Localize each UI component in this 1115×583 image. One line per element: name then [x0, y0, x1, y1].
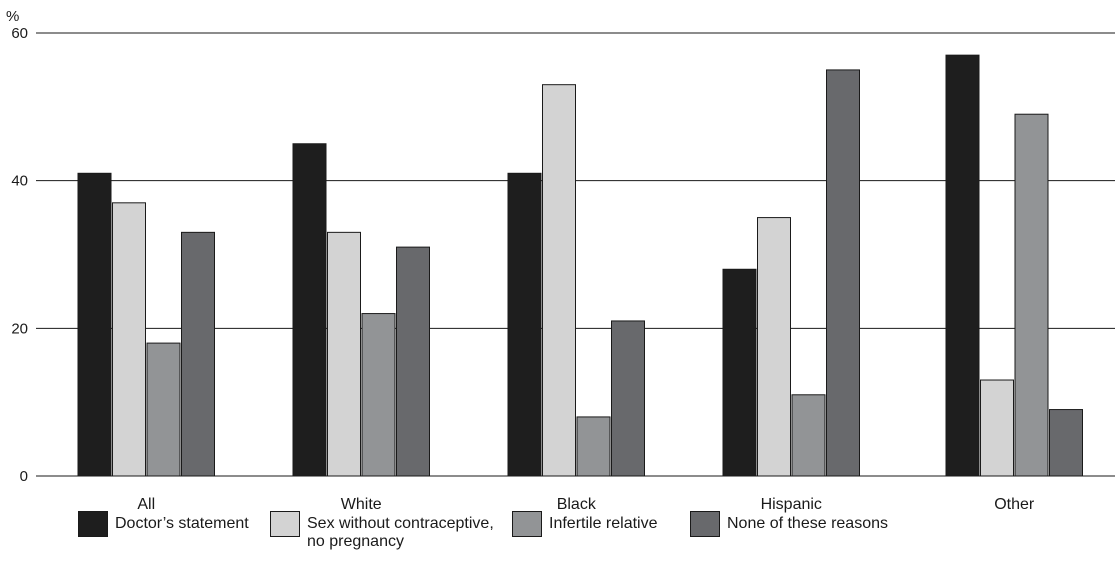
- bar-all-series-0: [77, 172, 112, 477]
- x-tick-label-black: Black: [557, 496, 597, 513]
- bar-white-series-3: [396, 246, 430, 477]
- legend-swatch-doctors-statement: [78, 511, 108, 537]
- bar-hispanic-series-0: [722, 268, 757, 477]
- x-tick-label-white: White: [341, 496, 382, 513]
- y-tick-label-40: 40: [11, 173, 28, 190]
- bar-other-series-2: [1014, 113, 1049, 477]
- bar-other-series-0: [945, 54, 980, 477]
- legend-item-doctors-statement: Doctor’s statement: [78, 511, 249, 537]
- bar-white-series-0: [292, 143, 327, 477]
- x-tick-label-all: All: [137, 496, 155, 513]
- legend-swatch-infertile-relative: [512, 511, 542, 537]
- x-tick-label-hispanic: Hispanic: [761, 496, 822, 513]
- bar-other-series-3: [1049, 409, 1083, 477]
- y-tick-label-20: 20: [11, 320, 28, 337]
- legend-swatch-none-of-these-reasons: [690, 511, 720, 537]
- bar-other-series-1: [980, 379, 1014, 477]
- bar-hispanic-series-1: [757, 217, 791, 477]
- legend-item-none-of-these-reasons: None of these reasons: [690, 511, 888, 537]
- legend-label-none-of-these-reasons: None of these reasons: [727, 515, 888, 532]
- bar-white-series-1: [327, 231, 361, 477]
- bar-chart: 0 20 40 60% All White Black Hispanic Other: [6, 8, 1115, 513]
- legend-swatch-sex-without-contraceptive: [270, 511, 300, 537]
- bar-all-series-1: [112, 202, 146, 477]
- legend-label-infertile-relative: Infertile relative: [549, 515, 658, 532]
- y-axis-label: %: [6, 8, 19, 25]
- bar-all-series-3: [181, 231, 215, 477]
- legend: Doctor’s statement Sex without contracep…: [78, 511, 1078, 571]
- bar-black-series-3: [611, 320, 645, 477]
- bar-black-series-0: [507, 172, 542, 477]
- x-tick-label-other: Other: [994, 496, 1035, 513]
- bar-black-series-2: [576, 416, 611, 477]
- legend-item-infertile-relative: Infertile relative: [512, 511, 658, 537]
- bar-black-series-1: [542, 84, 576, 477]
- bar-all-series-2: [146, 342, 181, 477]
- y-tick-label-0: 0: [20, 468, 28, 485]
- legend-item-sex-without-contraceptive: Sex without contraceptive, no pregnancy: [270, 511, 494, 551]
- bar-hispanic-series-2: [791, 394, 826, 477]
- bar-hispanic-series-3: [826, 69, 860, 477]
- y-tick-label-60: 60: [11, 25, 28, 42]
- bar-white-series-2: [361, 313, 396, 477]
- legend-label-doctors-statement: Doctor’s statement: [115, 515, 249, 532]
- legend-label-sex-without-contraceptive: Sex without contraceptive, no pregnancy: [307, 515, 494, 550]
